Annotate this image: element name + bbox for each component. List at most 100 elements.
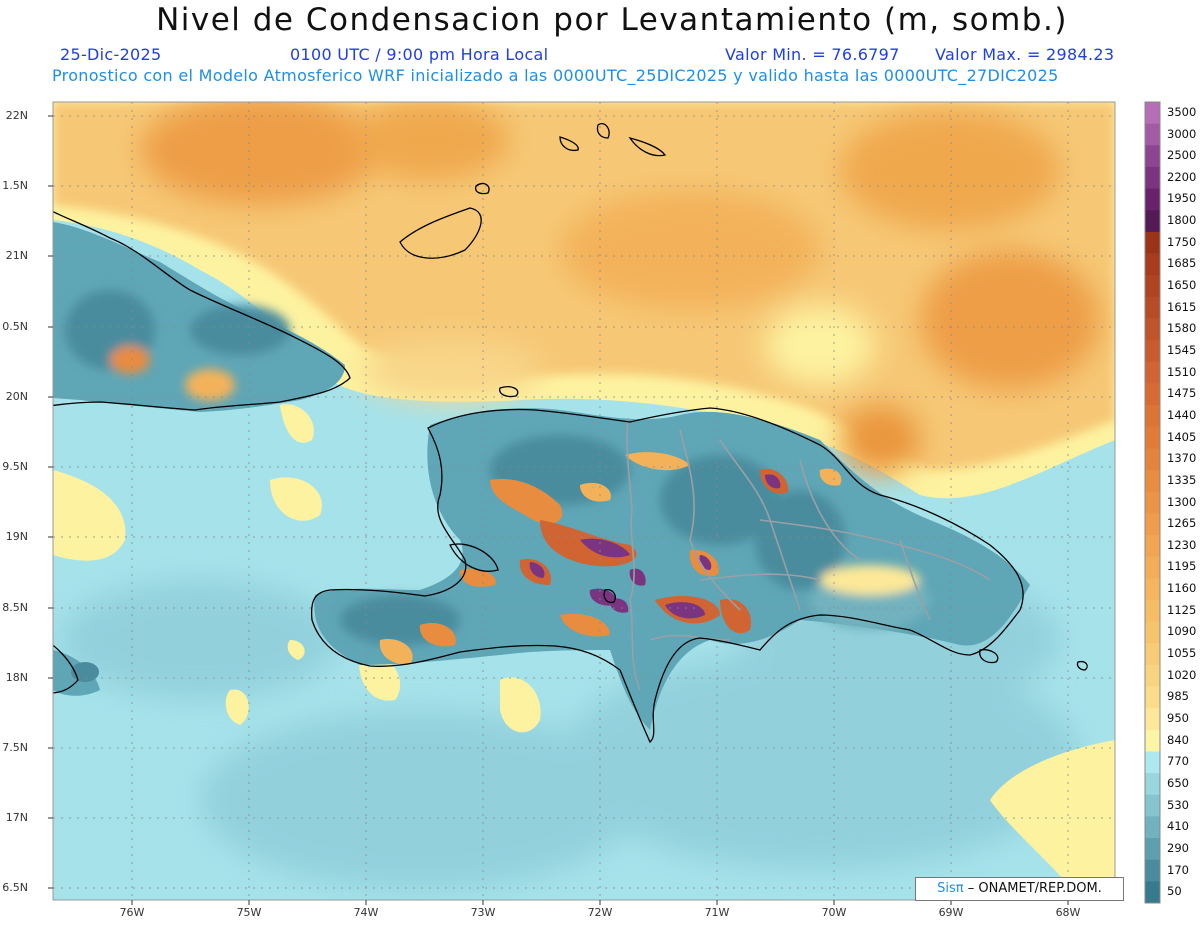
colorbar-swatch xyxy=(1145,405,1160,428)
lon-label: 71W xyxy=(704,906,730,919)
colorbar-label: 1685 xyxy=(1167,256,1197,271)
lat-label: 0.5N xyxy=(2,320,28,333)
colorbar-swatch xyxy=(1145,491,1160,514)
colorbar-swatch xyxy=(1145,383,1160,406)
colorbar-swatch xyxy=(1145,318,1160,341)
lat-label: 7.5N xyxy=(2,741,28,754)
colorbar-label: 1800 xyxy=(1167,213,1197,228)
colorbar-swatch xyxy=(1145,534,1160,558)
colorbar-label: 1090 xyxy=(1167,624,1197,639)
colorbar-label: 950 xyxy=(1167,711,1189,725)
colorbar-label: 1650 xyxy=(1167,278,1197,292)
colorbar-label: 1160 xyxy=(1167,581,1197,596)
colorbar-label: 1300 xyxy=(1167,494,1197,509)
colorbar-swatch xyxy=(1145,751,1160,774)
lon-label: 68W xyxy=(1055,906,1081,919)
colorbar-swatch xyxy=(1145,686,1160,709)
colorbar-label: 1580 xyxy=(1167,321,1197,336)
colorbar-label: 3500 xyxy=(1167,104,1197,119)
colorbar-swatch xyxy=(1145,188,1160,211)
colorbar-swatch xyxy=(1145,708,1160,731)
colorbar-label: 650 xyxy=(1167,775,1189,790)
colorbar-swatch xyxy=(1145,773,1160,796)
colorbar-label: 1055 xyxy=(1167,646,1197,660)
value-max: Valor Max. = 2984.23 xyxy=(935,45,1115,64)
colorbar-swatch xyxy=(1145,513,1160,536)
lat-label: 18N xyxy=(5,671,28,684)
colorbar-swatch xyxy=(1145,145,1160,168)
map-title: Nivel de Condensacion por Levantamiento … xyxy=(156,2,1068,38)
lon-label: 70W xyxy=(821,906,847,919)
lat-label: 19N xyxy=(5,530,28,543)
lon-label: 73W xyxy=(470,906,496,919)
forecast-date: 25-Dic-2025 xyxy=(60,45,162,64)
colorbar-label: 1440 xyxy=(1167,407,1197,422)
colorbar-swatch xyxy=(1145,210,1160,233)
lat-label: 22N xyxy=(5,109,28,122)
lat-label: 20N xyxy=(5,390,28,403)
colorbar-label: 1335 xyxy=(1167,472,1197,487)
colorbar-label: 1020 xyxy=(1167,667,1197,682)
colorbar-swatch xyxy=(1145,275,1160,298)
colorbar-label: 1125 xyxy=(1167,602,1197,617)
colorbar-label: 170 xyxy=(1167,862,1189,877)
colorbar-label: 3000 xyxy=(1167,126,1197,141)
colorbar-label: 1370 xyxy=(1167,451,1197,466)
colorbar-swatch xyxy=(1145,361,1160,384)
value-min: Valor Min. = 76.6797 xyxy=(725,45,900,64)
lat-label: 1.5N xyxy=(2,179,28,192)
lat-label: 21N xyxy=(5,249,28,262)
colorbar-swatch xyxy=(1145,556,1160,579)
lon-label: 69W xyxy=(938,906,964,919)
colorbar-label: 530 xyxy=(1167,797,1189,812)
model-description: Pronostico con el Modelo Atmosferico WRF… xyxy=(52,66,1059,85)
colorbar xyxy=(1144,101,1161,904)
colorbar-label: 1615 xyxy=(1167,299,1197,314)
colorbar-swatch xyxy=(1145,296,1160,319)
colorbar-swatch xyxy=(1145,578,1160,601)
colorbar-label: 2200 xyxy=(1167,169,1197,184)
colorbar-label: 410 xyxy=(1167,819,1189,834)
colorbar-swatch xyxy=(1145,123,1160,146)
colorbar-label: 1265 xyxy=(1167,516,1197,531)
colorbar-label: 1230 xyxy=(1167,537,1197,552)
lon-label: 74W xyxy=(353,906,379,919)
sispi-logo: Sisπ xyxy=(937,881,964,896)
forecast-time: 0100 UTC / 9:00 pm Hora Local xyxy=(290,45,549,64)
lat-label: 6.5N xyxy=(2,881,28,894)
credit-text: – ONAMET/REP.DOM. xyxy=(967,881,1102,896)
lat-label: 9.5N xyxy=(2,460,28,473)
colorbar-label: 840 xyxy=(1167,732,1189,747)
colorbar-swatch xyxy=(1145,794,1160,817)
colorbar-swatch xyxy=(1145,664,1160,688)
colorbar-swatch xyxy=(1145,643,1160,666)
colorbar-swatch xyxy=(1145,599,1160,623)
colorbar-swatch xyxy=(1145,102,1160,125)
lat-label: 8.5N xyxy=(2,601,28,614)
lat-label: 17N xyxy=(5,811,28,824)
lon-label: 72W xyxy=(587,906,613,919)
colorbar-swatch xyxy=(1145,470,1160,493)
colorbar-swatch xyxy=(1145,859,1160,882)
colorbar-swatch xyxy=(1145,729,1160,752)
colorbar-label: 1195 xyxy=(1167,559,1197,574)
colorbar-label: 1475 xyxy=(1167,386,1197,401)
colorbar-swatch xyxy=(1145,838,1160,861)
colorbar-swatch xyxy=(1145,448,1160,471)
colorbar-frame xyxy=(1144,101,1161,904)
colorbar-swatch xyxy=(1145,426,1160,449)
plot-frame xyxy=(52,101,1116,901)
colorbar-swatch xyxy=(1145,881,1160,904)
colorbar-label: 1405 xyxy=(1167,429,1197,444)
lcl-shaded-field xyxy=(53,102,1115,900)
colorbar-label: 1950 xyxy=(1167,191,1197,206)
colorbar-swatch xyxy=(1145,166,1160,190)
colorbar-swatch xyxy=(1145,621,1160,644)
colorbar-label: 770 xyxy=(1167,754,1189,769)
colorbar-swatch xyxy=(1145,340,1160,363)
colorbar-label: 1750 xyxy=(1167,234,1197,249)
colorbar-label: 290 xyxy=(1167,840,1189,855)
colorbar-swatch xyxy=(1145,231,1160,255)
lon-label: 75W xyxy=(236,906,262,919)
